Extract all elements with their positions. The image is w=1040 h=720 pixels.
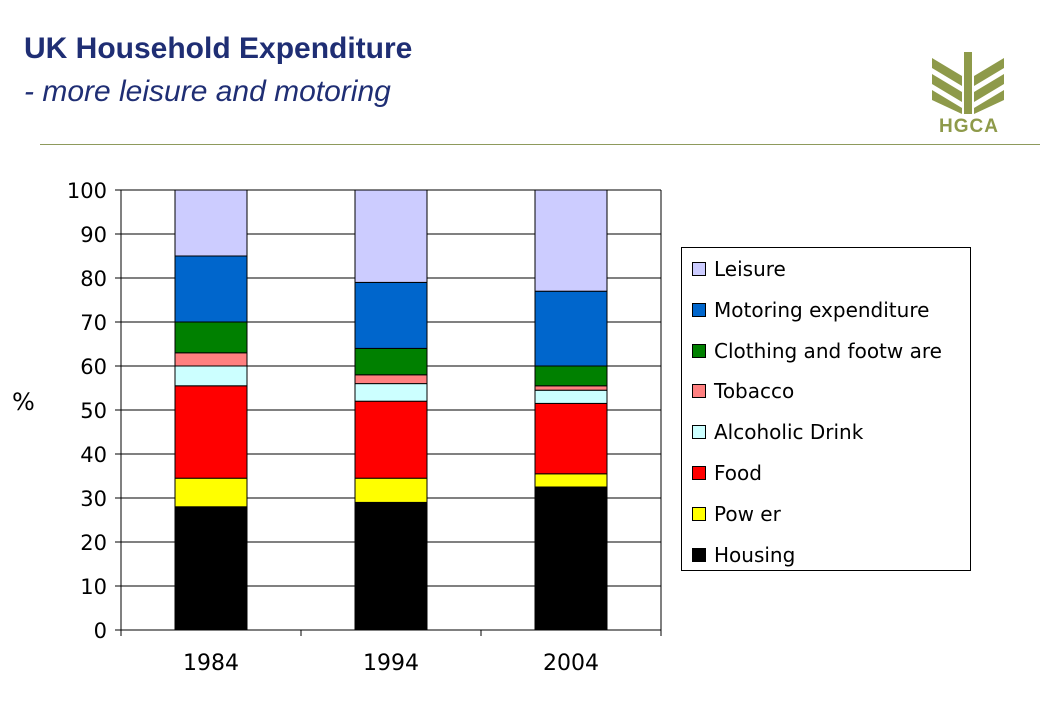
bar-segment (534, 486, 608, 631)
legend-item: Tobacco (692, 378, 794, 404)
legend-label: Alcoholic Drink (714, 420, 864, 445)
bar-segment (174, 321, 248, 354)
bar-segment (534, 402, 608, 475)
bar-segment (534, 389, 608, 404)
bar-segment (354, 501, 428, 631)
y-tick-label: 80 (80, 267, 107, 291)
bar-segment (534, 290, 608, 367)
bar-segment (354, 477, 428, 503)
x-tick-label: 2004 (543, 651, 599, 676)
bar-segment (354, 374, 428, 385)
legend-label: Food (714, 461, 762, 485)
page-subtitle: - more leisure and motoring (24, 75, 391, 108)
legend-item: Pow er (692, 501, 781, 527)
y-tick-label: 0 (94, 619, 107, 643)
bar-segment (354, 189, 428, 283)
legend-swatch (692, 425, 706, 440)
bar-segment (534, 365, 608, 387)
legend-item: Leisure (692, 256, 786, 282)
legend-swatch (692, 384, 706, 399)
bar-segment (174, 255, 248, 323)
x-tick-label: 1984 (183, 651, 239, 676)
bar-segment (174, 477, 248, 508)
bar-segment (354, 383, 428, 402)
bar-segment (174, 385, 248, 479)
bar-segment (534, 385, 608, 391)
legend-swatch (692, 343, 706, 358)
legend-swatch (692, 302, 706, 317)
bar-segment (354, 347, 428, 376)
legend-swatch (692, 547, 706, 562)
legend-label: Motoring expenditure (714, 297, 930, 322)
x-tick-label: 1994 (363, 651, 419, 676)
bar-segment (534, 189, 608, 292)
bar-segment (354, 400, 428, 479)
y-tick-label: 20 (80, 531, 107, 555)
legend-swatch (692, 506, 706, 521)
page-title: UK Household Expenditure (24, 32, 413, 65)
bar-segment (534, 473, 608, 488)
legend-label: Tobacco (714, 379, 795, 404)
legend-item: Housing (692, 542, 795, 568)
y-tick-label: 60 (80, 355, 107, 379)
legend-item: Clothing and footw are (692, 338, 942, 364)
bar-segment (174, 365, 248, 387)
legend-item: Food (692, 460, 762, 486)
bar-segment (354, 281, 428, 349)
y-tick-label: 70 (80, 311, 107, 335)
y-tick-label: 40 (80, 443, 107, 467)
legend-label: Leisure (714, 257, 786, 281)
y-tick-label: 90 (80, 223, 107, 247)
y-tick-label: 10 (80, 575, 107, 599)
y-tick-label: 50 (80, 399, 107, 423)
legend-label: Pow er (714, 501, 781, 526)
bar-segment (174, 189, 248, 257)
logo-text: HGCA (939, 116, 999, 137)
y-axis-label: % (12, 388, 35, 416)
legend-swatch (692, 466, 706, 480)
hgca-logo-icon (932, 52, 1004, 114)
legend-item: Motoring expenditure (692, 297, 929, 323)
y-tick-label: 100 (67, 179, 107, 203)
title-divider (40, 144, 1040, 145)
legend-item: Alcoholic Drink (692, 419, 863, 445)
legend-swatch (692, 262, 706, 276)
legend-label: Clothing and footw are (714, 338, 942, 363)
legend-label: Housing (714, 542, 796, 567)
y-tick-label: 30 (80, 487, 107, 511)
bar-segment (174, 352, 248, 367)
chart-legend: Leisure Motoring expenditure Clothing and … (681, 247, 971, 571)
bar-segment (174, 506, 248, 631)
